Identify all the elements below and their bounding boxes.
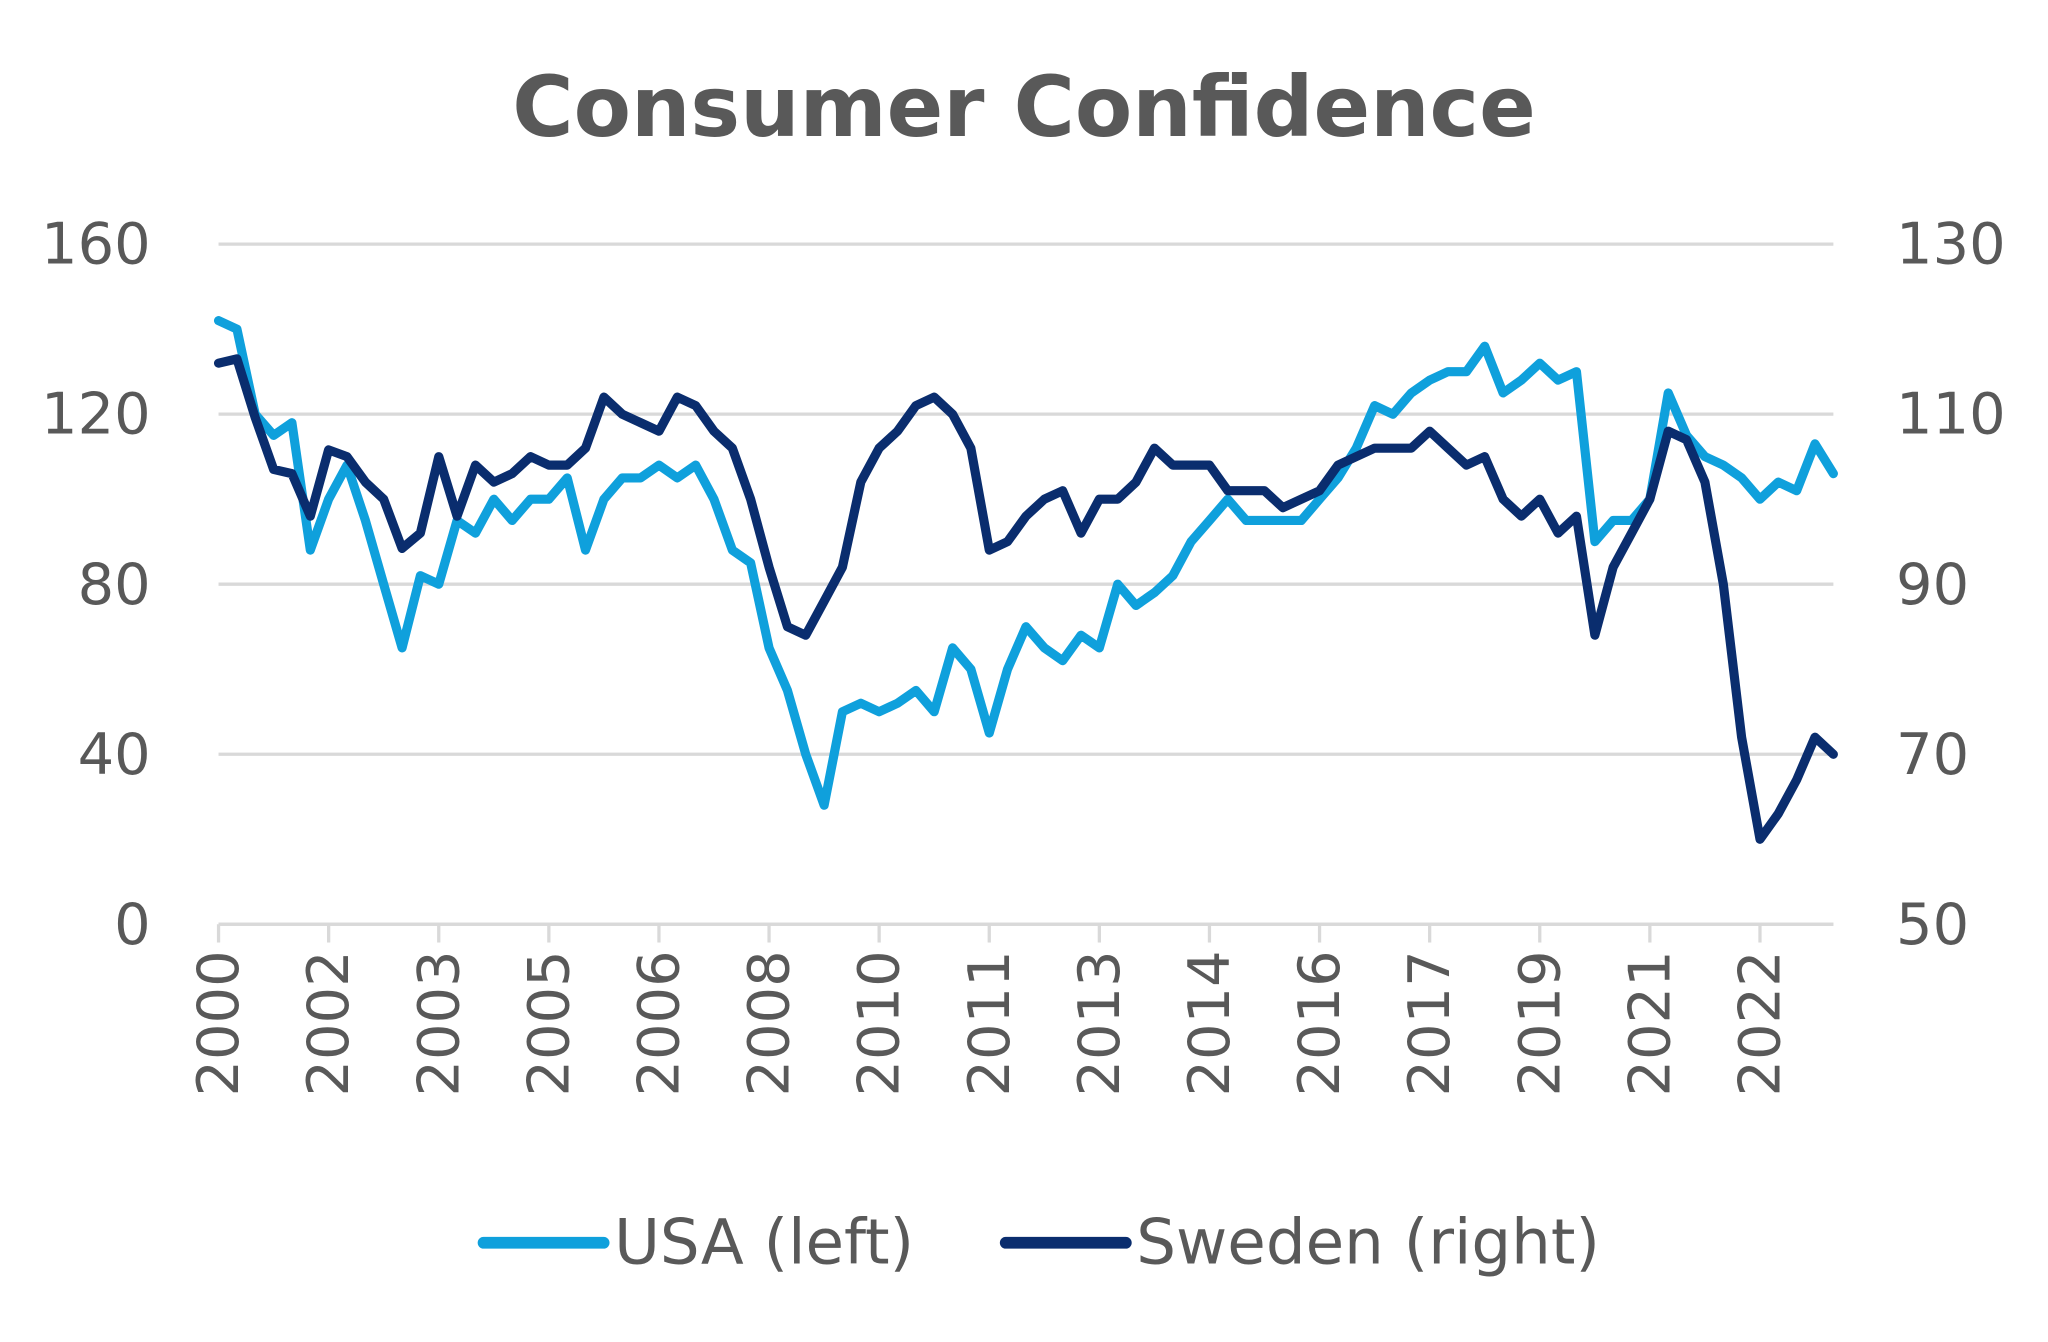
x-tick-label: 2013 xyxy=(1066,950,1133,1096)
series-line xyxy=(213,354,1838,844)
x-tick-label: 2010 xyxy=(846,950,913,1096)
x-tick-label: 2000 xyxy=(185,950,252,1096)
x-tick-label: 2014 xyxy=(1176,950,1243,1096)
legend-label: Sweden (right) xyxy=(1136,1206,1600,1279)
x-tick-label: 2019 xyxy=(1506,950,1573,1096)
x-tick-label: 2003 xyxy=(405,950,472,1096)
y2-tick-label: 70 xyxy=(1896,721,1969,788)
x-tick-label: 2005 xyxy=(515,950,582,1096)
x-tick-label: 2017 xyxy=(1396,950,1463,1096)
x-tick-label: 2002 xyxy=(295,950,362,1096)
legend-label: USA (left) xyxy=(614,1206,914,1279)
series-line xyxy=(213,316,1838,810)
y2-tick-label: 110 xyxy=(1896,381,2006,448)
y-tick-label: 40 xyxy=(78,721,151,788)
x-tick-label: 2016 xyxy=(1286,950,1353,1096)
chart-title: Consumer Confidence xyxy=(512,58,1535,156)
y-tick-label: 120 xyxy=(41,381,151,448)
y2-tick-label: 50 xyxy=(1896,891,1969,958)
y-tick-label: 80 xyxy=(78,551,151,618)
x-tick-label: 2006 xyxy=(626,950,693,1096)
x-tick-label: 2008 xyxy=(736,950,803,1096)
y2-tick-label: 90 xyxy=(1896,551,1969,618)
x-tick-label: 2021 xyxy=(1616,950,1683,1096)
x-tick-label: 2011 xyxy=(956,950,1023,1096)
y-tick-label: 160 xyxy=(41,211,151,278)
x-tick-label: 2022 xyxy=(1727,950,1794,1096)
y-tick-label: 0 xyxy=(114,891,151,958)
y2-tick-label: 130 xyxy=(1896,211,2006,278)
